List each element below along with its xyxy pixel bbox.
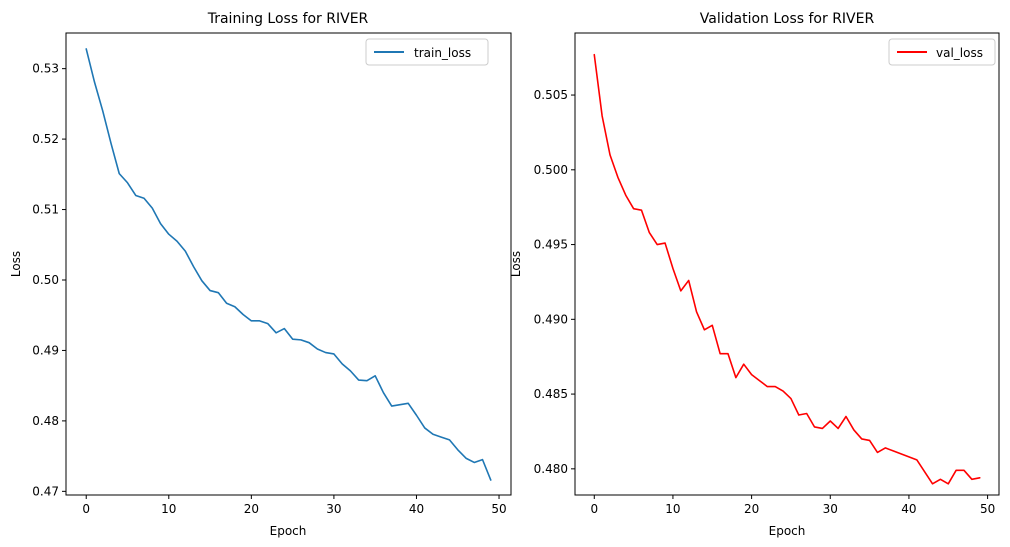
y-tick-label: 0.51 [32,203,59,217]
x-tick-label: 40 [409,502,424,516]
x-tick-label: 40 [901,502,916,516]
series-line-train-loss [85,48,492,481]
plot-frame [65,32,512,496]
axis-ticks: 0 10 20 30 40 50 0.480 0.485 0.490 0.495 0.500 0.50… [534,88,996,516]
x-tick-label: 30 [326,502,341,516]
chart-title: Training Loss for RIVER [207,11,369,27]
x-tick-label: 0 [590,502,598,516]
x-tick-label: 0 [82,502,90,516]
y-tick-label: 0.480 [534,462,568,476]
series-layer [85,48,492,481]
x-tick-label: 30 [823,502,838,516]
y-axis-label: Loss [9,251,23,277]
legend-label-val-loss: val_loss [936,46,983,60]
y-tick-label: 0.52 [32,132,59,146]
legend-box [888,38,996,66]
y-tick-label: 0.50 [32,273,59,287]
x-tick-label: 50 [980,502,995,516]
y-tick-label: 0.48 [32,414,59,428]
legend-box [365,38,489,66]
x-tick-label: 20 [744,502,759,516]
legend: val_loss [888,38,996,66]
y-tick-label: 0.53 [32,62,59,76]
validation-loss-chart: Validation Loss for RIVER 0 10 20 30 40 50 0.4… [509,11,1000,538]
y-tick-label: 0.500 [534,163,568,177]
plot-frame [574,32,1000,496]
y-tick-label: 0.505 [534,88,568,102]
x-axis-label: Epoch [270,524,307,538]
axis-ticks: 0 10 20 30 40 50 0.47 0.48 0.49 0.50 0.51 0.52 0.53 [32,62,506,516]
y-tick-label: 0.485 [534,387,568,401]
series-line-val-loss [593,53,981,485]
y-tick-label: 0.49 [32,343,59,357]
x-tick-label: 10 [161,502,176,516]
x-tick-label: 50 [491,502,506,516]
x-tick-label: 20 [244,502,259,516]
chart-title: Validation Loss for RIVER [700,11,875,27]
legend-label-train-loss: train_loss [414,46,471,60]
legend: train_loss [365,38,489,66]
x-axis-label: Epoch [769,524,806,538]
training-loss-chart: Training Loss for RIVER 0 10 20 30 40 500.470… [9,11,512,538]
y-tick-label: 0.490 [534,312,568,326]
y-axis-label: Loss [509,251,523,277]
y-tick-label: 0.47 [32,484,59,498]
y-tick-label: 0.495 [534,238,568,252]
x-tick-label: 10 [665,502,680,516]
series-layer [593,53,981,485]
